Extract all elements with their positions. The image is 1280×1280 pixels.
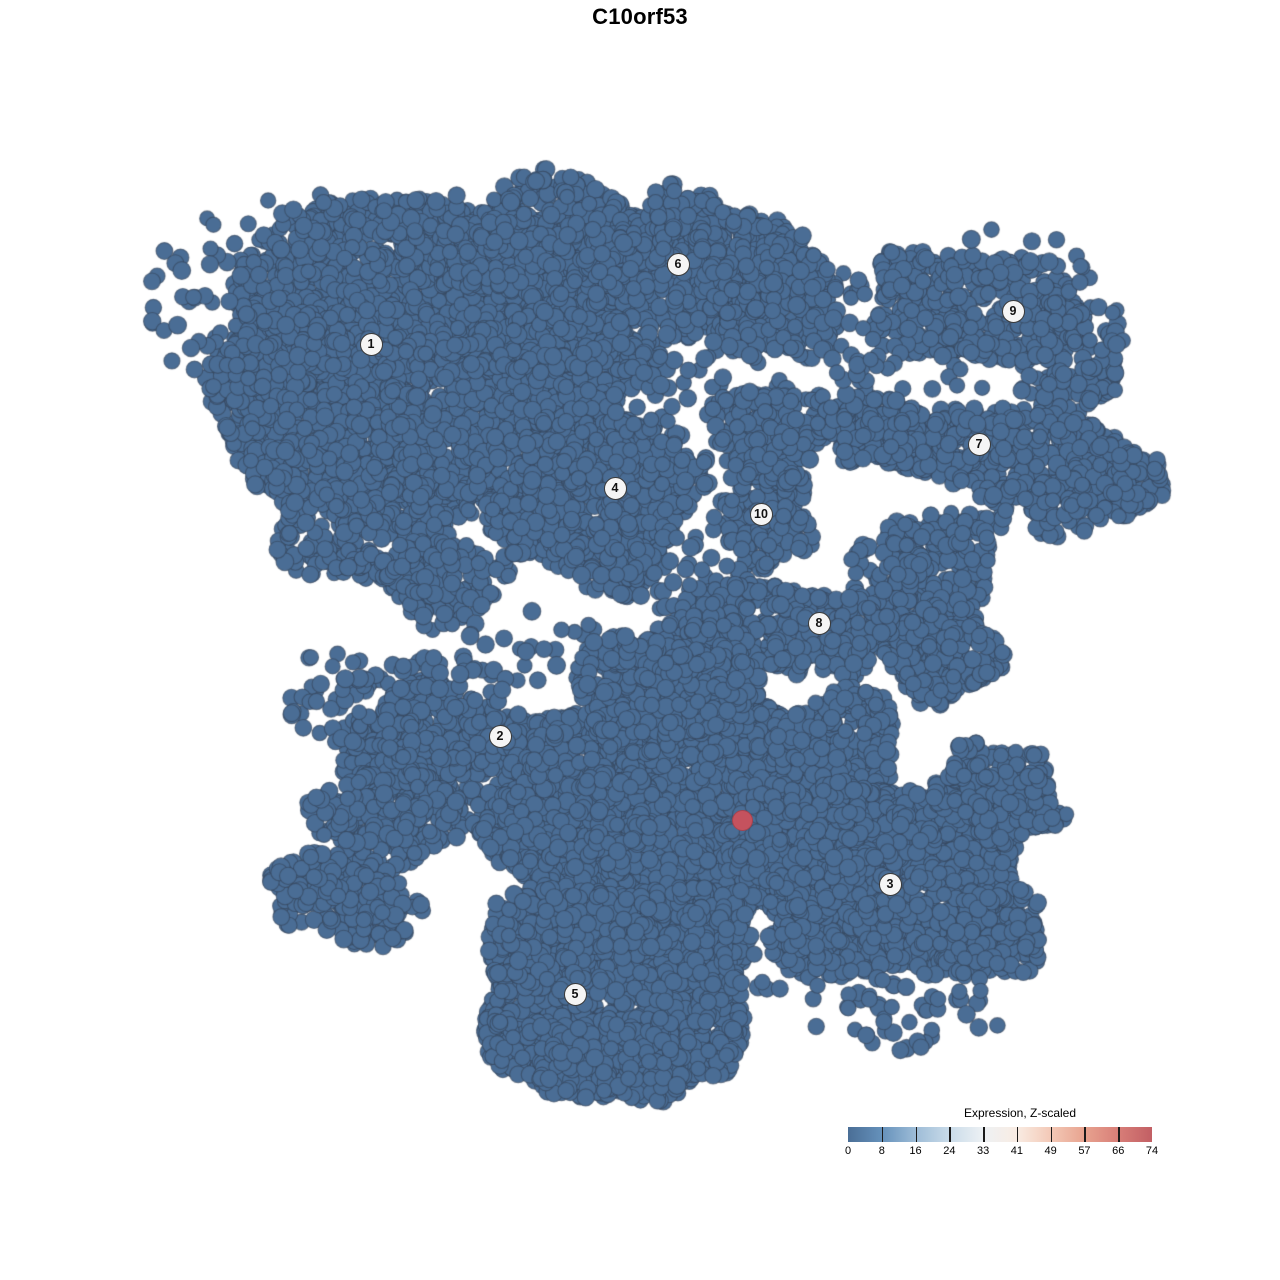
cluster-label-badge-1: 1 (359, 332, 383, 356)
colorbar-tick-label: 74 (1145, 1145, 1159, 1157)
cluster-label-badge-7: 7 (967, 432, 991, 456)
cluster-label-badge-8: 8 (807, 611, 831, 635)
colorbar-tick-label: 49 (1044, 1145, 1057, 1157)
colorbar-gradient (848, 1127, 1152, 1142)
cluster-label-badge-6: 6 (666, 252, 690, 276)
colorbar-tick-label: 16 (909, 1145, 922, 1157)
colorbar-tick-label: 41 (1010, 1145, 1023, 1157)
cluster-label-badge-9: 9 (1001, 299, 1025, 323)
colorbar-tickline (949, 1127, 951, 1142)
colorbar-tickline (983, 1127, 985, 1142)
highlighted-cell-dot (731, 809, 753, 831)
colorbar-tick-label: 57 (1078, 1145, 1091, 1157)
colorbar-tickline (881, 1127, 884, 1142)
legend-title: Expression, Z-scaled (963, 1106, 1077, 1120)
colorbar-tickline (1084, 1127, 1086, 1142)
cluster-label-badge-2: 2 (488, 724, 512, 748)
colorbar-tick-label: 24 (943, 1145, 956, 1157)
colorbar-tickline (1118, 1127, 1120, 1142)
expression-colorbar-legend: Expression, Z-scaled 0 8 16 24 33 41 49 57 66 74 (844, 1106, 1158, 1159)
colorbar-tick-labels: 0 8 16 24 33 41 49 57 66 74 (844, 1145, 1158, 1159)
plot-title: C10orf53 (592, 4, 688, 29)
colorbar-tick-label: 66 (1112, 1145, 1125, 1157)
colorbar-tickline (1016, 1127, 1019, 1142)
colorbar-tick-label: 8 (878, 1145, 885, 1157)
colorbar-tickline (915, 1127, 917, 1142)
colorbar-tick-label: 33 (976, 1145, 990, 1157)
colorbar-tickline (1050, 1127, 1053, 1142)
colorbar-tick-label: 0 (844, 1145, 852, 1157)
cluster-label-badge-5: 5 (563, 982, 587, 1006)
cluster-label-badge-3: 3 (878, 872, 902, 896)
cluster-label-badge-10: 10 (749, 502, 773, 526)
cluster-label-badge-4: 4 (603, 476, 627, 500)
